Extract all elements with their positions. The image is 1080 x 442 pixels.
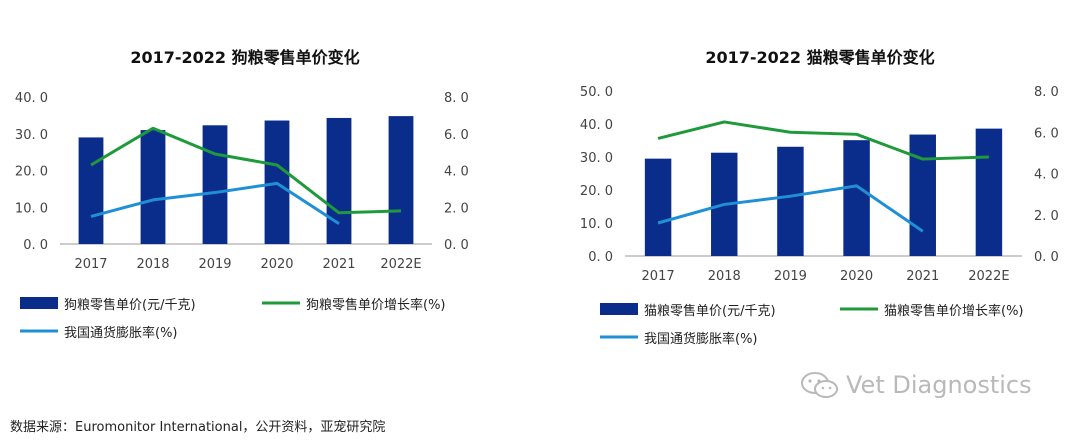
chart1-left-tick-label: 50. 0 xyxy=(580,85,613,100)
chart0-line-series-0 xyxy=(90,126,402,215)
chart1-category-label: 2019 xyxy=(774,269,807,284)
chart0-legend-label: 狗粮零售单价(元/千克) xyxy=(64,297,196,313)
chart0-category-label: 2020 xyxy=(260,257,293,272)
chart1-right-tick-label: 0. 0 xyxy=(1034,250,1059,265)
watermark: Vet Diagnostics xyxy=(800,370,1032,400)
chart1-line-series-1 xyxy=(657,184,924,233)
chart0-title: 2017-2022 狗粮零售单价变化 xyxy=(130,48,359,67)
chart1-bar-2019 xyxy=(777,146,804,256)
chart1-left-tick-label: 10. 0 xyxy=(580,217,613,232)
dog-food-chart-svg: 2017-2022 狗粮零售单价变化 40. 0 30. 0 20. 0 10. 0 0.… xyxy=(15,48,469,341)
data-source-note: 数据来源：Euromonitor International，公开资料，亚宠研究… xyxy=(10,420,386,435)
chart0-line-series-1 xyxy=(90,181,340,226)
chart0-legend-swatch-bar xyxy=(20,297,58,309)
chart0-left-tick-label: 20. 0 xyxy=(15,165,48,180)
chart0-bar-2022E xyxy=(388,116,414,244)
chart1-legend-label: 我国通货膨胀率(%) xyxy=(644,331,758,347)
cat-food-price-chart: 2017-2022 猫粮零售单价变化 50. 0 40. 0 30. 0 20. 0 10… xyxy=(560,0,1080,390)
chart1-bar-2022E xyxy=(975,128,1003,256)
chart1-bar-2017 xyxy=(644,158,672,256)
chart1-category-label: 2018 xyxy=(708,269,741,284)
chart0-left-tick-label: 10. 0 xyxy=(15,201,48,216)
chart1-category-label: 2020 xyxy=(840,269,873,284)
chart0-legend-label: 我国通货膨胀率(%) xyxy=(64,325,178,341)
chart1-left-tick-label: 30. 0 xyxy=(580,151,613,166)
chart0-left-tick-label: 30. 0 xyxy=(15,128,48,143)
chart0-legend-label: 狗粮零售单价增长率(%) xyxy=(306,297,446,313)
chart0-category-label: 2021 xyxy=(322,257,355,272)
chart1-left-tick-label: 20. 0 xyxy=(580,184,613,199)
chart1-category-label: 2017 xyxy=(642,269,675,284)
chart1-right-tick-label: 8. 0 xyxy=(1034,85,1059,100)
chart0-category-label: 2017 xyxy=(74,257,107,272)
chart0-left-tick-label: 40. 0 xyxy=(15,91,48,106)
chart0-right-tick-label: 2. 0 xyxy=(444,201,469,216)
chart1-title: 2017-2022 猫粮零售单价变化 xyxy=(705,48,934,67)
chart0-right-tick-label: 8. 0 xyxy=(444,91,469,106)
watermark-text: Vet Diagnostics xyxy=(846,371,1032,399)
chart0-bar-2018 xyxy=(140,130,166,244)
cat-food-chart-svg: 2017-2022 猫粮零售单价变化 50. 0 40. 0 30. 0 20. 0 10… xyxy=(580,48,1059,347)
chart1-left-tick-label: 40. 0 xyxy=(580,118,613,133)
chart0-category-label: 2018 xyxy=(136,257,169,272)
dog-food-price-chart: 2017-2022 狗粮零售单价变化 40. 0 30. 0 20. 0 10. 0 0.… xyxy=(0,0,520,390)
chart1-legend-label: 猫粮零售单价(元/千克) xyxy=(644,303,776,319)
chart1-bar-2020 xyxy=(843,140,870,256)
chart1-right-tick-label: 2. 0 xyxy=(1034,209,1059,224)
chart1-line-series-0 xyxy=(657,120,989,161)
chart1-bar-2021 xyxy=(909,134,936,256)
chart1-right-tick-label: 6. 0 xyxy=(1034,126,1059,141)
wechat-icon xyxy=(801,372,838,398)
chart1-right-tick-label: 4. 0 xyxy=(1034,168,1059,183)
chart1-legend-swatch-bar xyxy=(600,303,638,315)
chart1-category-label: 2022E xyxy=(968,269,1009,284)
chart0-right-tick-label: 0. 0 xyxy=(444,238,469,253)
chart0-right-tick-label: 6. 0 xyxy=(444,128,469,143)
chart0-left-tick-label: 0. 0 xyxy=(23,238,48,253)
chart0-bar-2021 xyxy=(326,117,352,244)
chart0-right-tick-label: 4. 0 xyxy=(444,165,469,180)
chart1-category-label: 2021 xyxy=(906,269,939,284)
chart0-category-label: 2022E xyxy=(380,257,421,272)
chart0-bar-2017 xyxy=(78,137,104,244)
chart1-left-tick-label: 0. 0 xyxy=(588,250,613,265)
chart0-bar-2019 xyxy=(202,125,228,244)
chart1-legend-label: 猫粮零售单价增长率(%) xyxy=(884,303,1024,319)
chart0-category-label: 2019 xyxy=(198,257,231,272)
